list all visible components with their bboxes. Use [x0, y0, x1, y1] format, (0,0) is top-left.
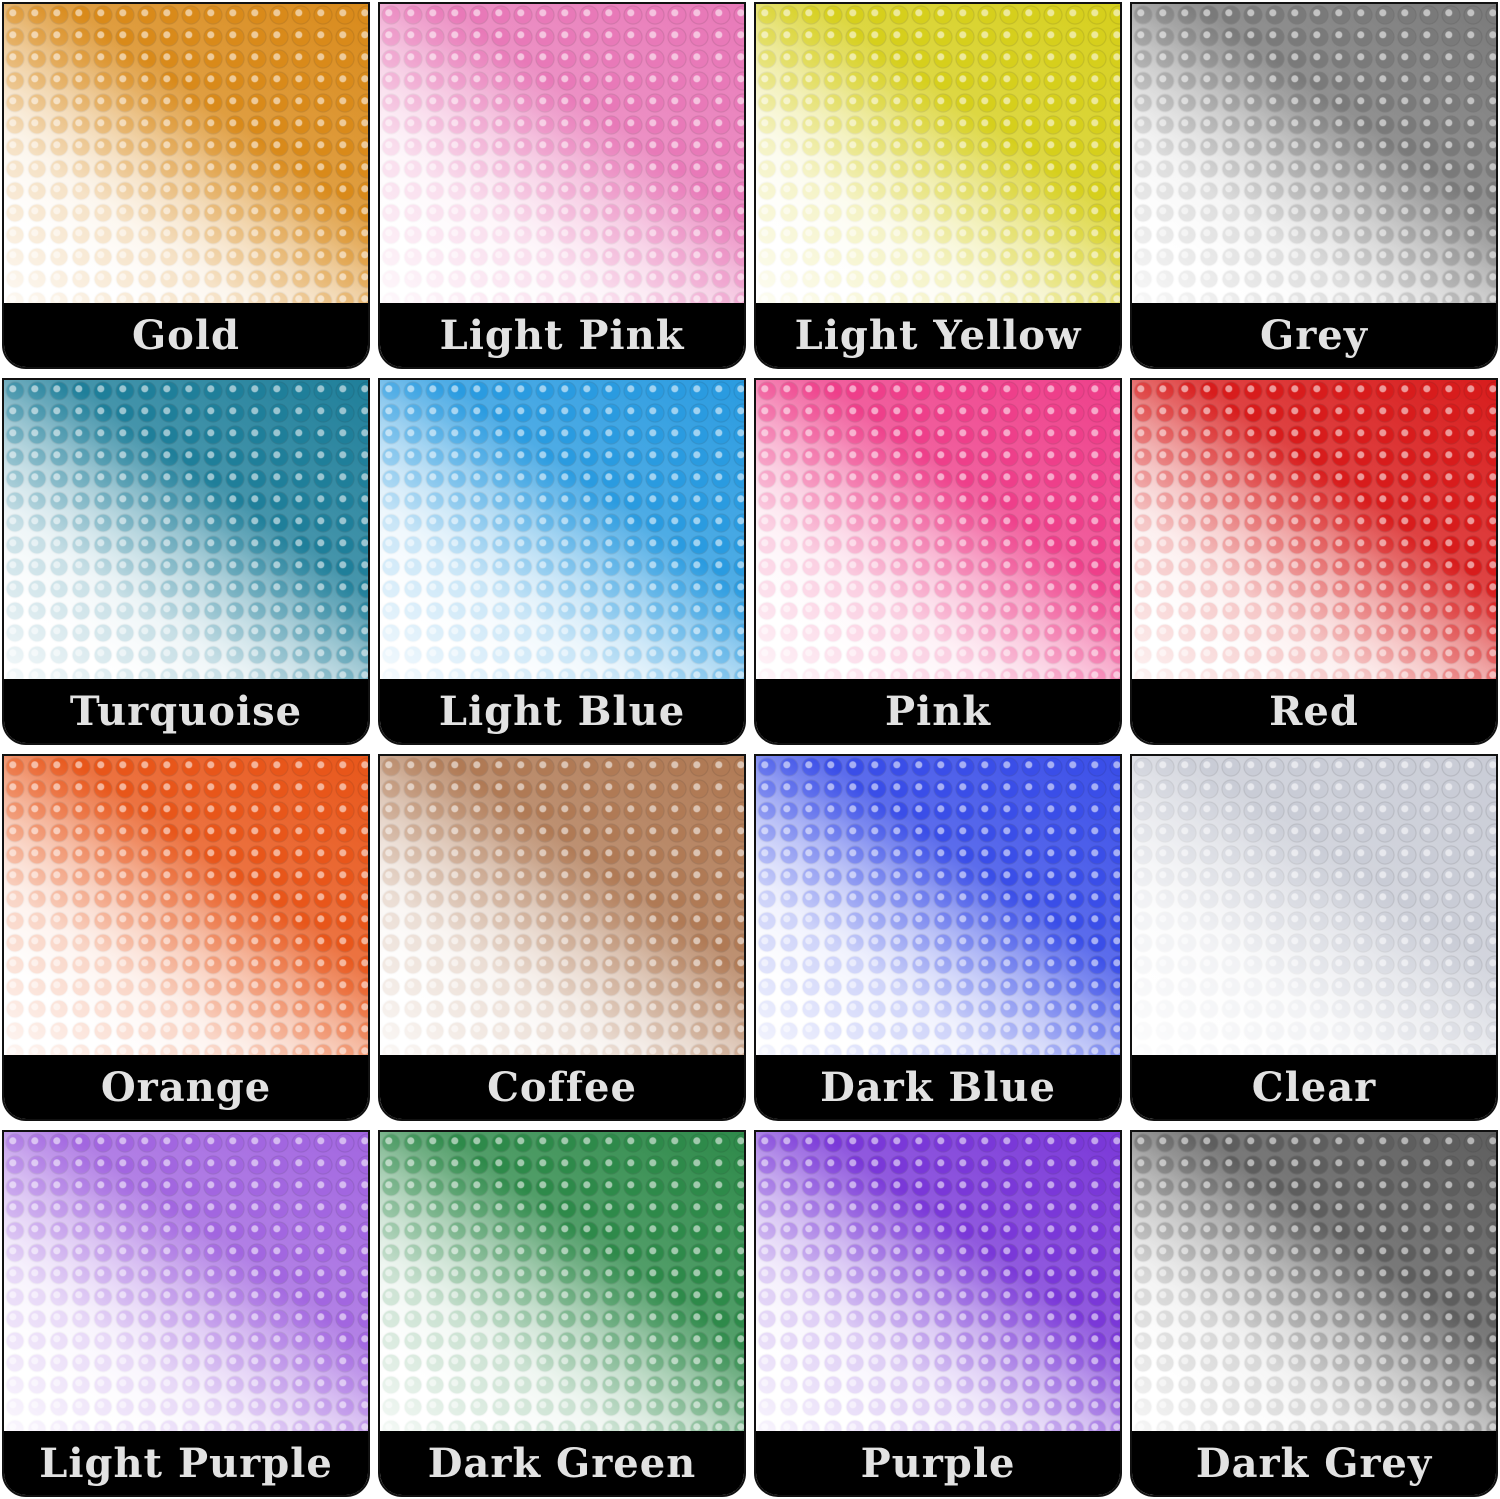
- label-band: Light Yellow: [756, 303, 1120, 367]
- label-band: Light Pink: [380, 303, 744, 367]
- color-swatch-orange: Orange: [2, 754, 370, 1121]
- color-label: Coffee: [487, 1063, 637, 1111]
- color-swatch-clear: Clear: [1130, 754, 1498, 1121]
- color-label: Grey: [1260, 311, 1368, 359]
- color-label: Dark Green: [427, 1439, 697, 1487]
- gem-photo: [756, 4, 1120, 303]
- color-swatch-pink: Pink: [754, 378, 1122, 745]
- gem-photo: [4, 4, 368, 303]
- color-swatch-gold: Gold: [2, 2, 370, 369]
- label-band: Orange: [4, 1055, 368, 1119]
- color-swatch-red: Red: [1130, 378, 1498, 745]
- gem-photo: [380, 4, 744, 303]
- gem-photo: [380, 756, 744, 1055]
- gem-photo: [4, 756, 368, 1055]
- color-label: Gold: [131, 311, 240, 359]
- color-label: Clear: [1251, 1063, 1377, 1111]
- label-band: Gold: [4, 303, 368, 367]
- gem-photo: [1132, 756, 1496, 1055]
- label-band: Light Blue: [380, 679, 744, 743]
- label-band: Dark Grey: [1132, 1431, 1496, 1495]
- gem-photo: [756, 756, 1120, 1055]
- color-swatch-light-pink: Light Pink: [378, 2, 746, 369]
- gem-photo: [380, 1132, 744, 1431]
- color-swatch-light-blue: Light Blue: [378, 378, 746, 745]
- gem-photo: [1132, 380, 1496, 679]
- color-label: Light Blue: [438, 687, 686, 735]
- gem-photo: [1132, 1132, 1496, 1431]
- color-label: Red: [1269, 687, 1359, 735]
- label-band: Turquoise: [4, 679, 368, 743]
- color-label: Pink: [884, 687, 992, 735]
- color-swatch-grey: Grey: [1130, 2, 1498, 369]
- color-swatch-light-purple: Light Purple: [2, 1130, 370, 1497]
- label-band: Clear: [1132, 1055, 1496, 1119]
- color-swatch-light-yellow: Light Yellow: [754, 2, 1122, 369]
- label-band: Dark Green: [380, 1431, 744, 1495]
- color-swatch-turquoise: Turquoise: [2, 378, 370, 745]
- color-swatch-dark-green: Dark Green: [378, 1130, 746, 1497]
- color-swatch-coffee: Coffee: [378, 754, 746, 1121]
- color-label: Light Yellow: [794, 311, 1082, 359]
- gem-photo: [4, 1132, 368, 1431]
- label-band: Purple: [756, 1431, 1120, 1495]
- color-label: Purple: [860, 1439, 1016, 1487]
- gem-photo: [4, 380, 368, 679]
- color-label: Turquoise: [69, 687, 303, 735]
- color-label: Light Purple: [39, 1439, 333, 1487]
- color-swatch-dark-blue: Dark Blue: [754, 754, 1122, 1121]
- color-label: Dark Grey: [1195, 1439, 1433, 1487]
- gem-photo: [1132, 4, 1496, 303]
- label-band: Dark Blue: [756, 1055, 1120, 1119]
- label-band: Coffee: [380, 1055, 744, 1119]
- color-label: Dark Blue: [820, 1063, 1056, 1111]
- label-band: Pink: [756, 679, 1120, 743]
- label-band: Red: [1132, 679, 1496, 743]
- label-band: Light Purple: [4, 1431, 368, 1495]
- color-swatch-dark-grey: Dark Grey: [1130, 1130, 1498, 1497]
- gem-photo: [756, 1132, 1120, 1431]
- color-label: Light Pink: [439, 311, 685, 359]
- color-label: Orange: [100, 1063, 272, 1111]
- gem-photo: [380, 380, 744, 679]
- color-swatch-purple: Purple: [754, 1130, 1122, 1497]
- label-band: Grey: [1132, 303, 1496, 367]
- gem-photo: [756, 380, 1120, 679]
